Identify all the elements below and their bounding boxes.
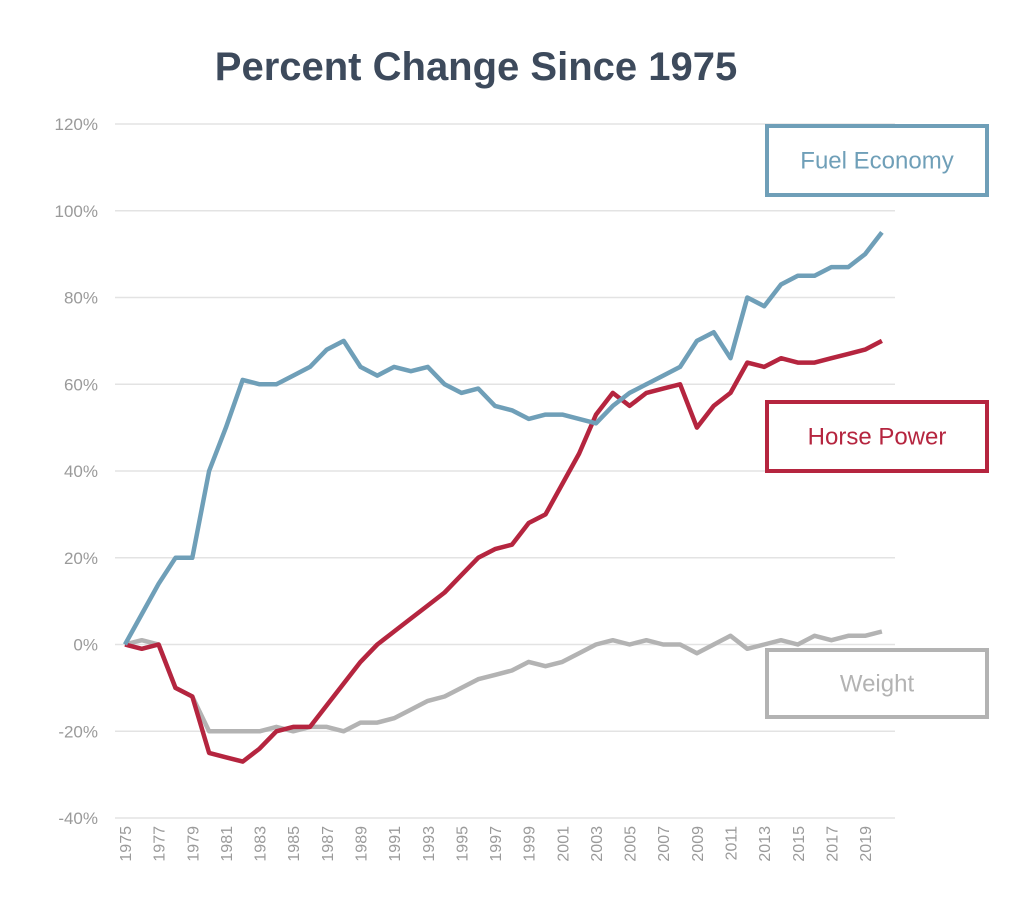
y-tick-label: -20% <box>58 722 98 741</box>
legend-label: Fuel Economy <box>800 148 953 175</box>
y-tick-label: 20% <box>64 549 98 568</box>
x-tick-label: 1975 <box>118 826 135 862</box>
y-tick-label: 120% <box>55 115 98 134</box>
legend-label: Weight <box>840 671 915 698</box>
legend-label: Horse Power <box>808 424 947 451</box>
y-tick-label: 40% <box>64 462 98 481</box>
x-tick-label: 2009 <box>690 826 707 862</box>
x-tick-label: 2017 <box>824 826 841 862</box>
x-tick-label: 1989 <box>353 826 370 862</box>
x-tick-label: 2005 <box>623 826 640 862</box>
x-tick-label: 1981 <box>219 826 236 862</box>
x-tick-label: 1985 <box>286 826 303 862</box>
x-tick-label: 2001 <box>555 826 572 862</box>
chart-title: Percent Change Since 1975 <box>215 45 737 89</box>
legend-box <box>765 648 989 719</box>
legend-box <box>765 400 989 473</box>
series-line-weight <box>124 629 883 734</box>
x-tick-label: 2011 <box>724 826 741 861</box>
x-tick-label: 1987 <box>320 826 337 862</box>
y-tick-label: 60% <box>64 375 98 394</box>
x-tick-label: 2015 <box>791 826 808 862</box>
x-tick-label: 2003 <box>589 826 606 862</box>
y-tick-label: 100% <box>55 202 98 221</box>
series-line-horse-power <box>124 338 883 764</box>
y-tick-label: -40% <box>58 809 98 828</box>
x-tick-label: 1983 <box>253 826 270 862</box>
x-tick-label: 1997 <box>488 826 505 862</box>
x-tick-label: 1979 <box>185 826 202 862</box>
series-line-fuel-economy <box>123 231 884 646</box>
x-tick-label: 1995 <box>454 826 471 862</box>
x-tick-label: 2019 <box>858 826 875 862</box>
x-tick-label: 1977 <box>152 826 169 862</box>
x-tick-label: 1991 <box>387 826 404 862</box>
y-tick-label: 80% <box>64 289 98 308</box>
y-tick-label: 0% <box>73 636 98 655</box>
x-tick-label: 1999 <box>522 826 539 862</box>
x-tick-label: 1993 <box>421 826 438 862</box>
x-tick-label: 2013 <box>757 826 774 862</box>
legend-box <box>765 124 989 197</box>
x-tick-label: 2007 <box>656 826 673 862</box>
